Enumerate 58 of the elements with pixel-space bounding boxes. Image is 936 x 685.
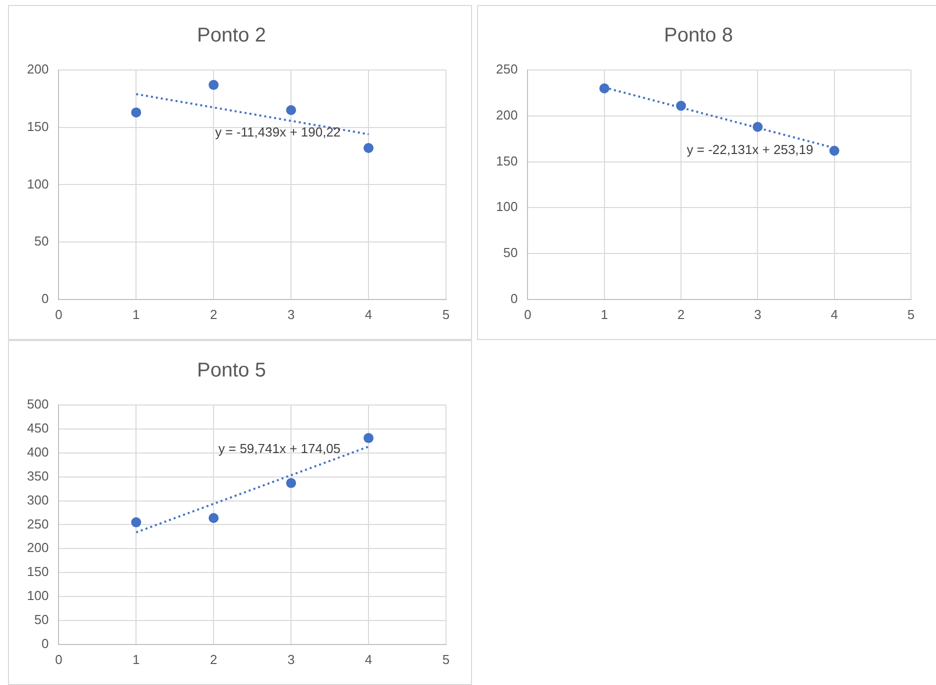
point (208, 512, 219, 523)
y-tick-label: 50 (503, 245, 518, 260)
y-tick-label: 100 (26, 176, 49, 192)
chart-title: Ponto 8 (664, 24, 733, 47)
y-tick-label: 150 (26, 564, 49, 580)
y-tick-label: 100 (26, 588, 49, 604)
x-tick-label: 3 (754, 306, 762, 322)
y-tick-label: 250 (26, 516, 49, 532)
y-tick-label: 200 (26, 62, 49, 77)
y-tick-label: 500 (26, 396, 49, 412)
x-tick-label: 1 (132, 652, 140, 667)
x-tick-label: 2 (210, 652, 218, 667)
y-tick-label: 50 (34, 234, 49, 249)
x-tick-label: 0 (55, 306, 62, 322)
x-tick-label: 0 (55, 652, 62, 667)
point (286, 105, 296, 116)
chart-title: Ponto 2 (197, 24, 266, 47)
point (364, 433, 374, 444)
x-tick-label: 5 (442, 652, 450, 667)
point (752, 122, 763, 132)
point (676, 100, 686, 111)
y-tick-label: 0 (41, 636, 49, 651)
x-tick-label: 2 (677, 306, 685, 322)
x-tick-label: 5 (907, 306, 915, 322)
y-tick-label: 150 (496, 153, 518, 168)
point (829, 146, 840, 156)
x-tick-label: 0 (524, 306, 532, 322)
x-tick-label: 1 (600, 306, 608, 322)
y-tick-label: 0 (41, 290, 49, 306)
y-tick-label: 350 (26, 468, 49, 484)
x-tick-label: 4 (830, 306, 838, 322)
x-tick-label: 1 (132, 306, 140, 322)
y-tick-label: 100 (496, 199, 518, 214)
x-tick-label: 3 (287, 306, 295, 322)
x-tick-label: 5 (442, 306, 450, 322)
y-tick-label: 200 (26, 540, 49, 556)
y-tick-label: 200 (496, 107, 518, 122)
x-tick-label: 2 (210, 306, 218, 322)
point (208, 80, 219, 90)
y-tick-label: 450 (26, 420, 49, 436)
annotation: y = -11,439x + 190,22 (215, 124, 341, 140)
y-tick-label: 400 (26, 444, 49, 460)
y-tick-label: 250 (496, 62, 518, 77)
point (599, 83, 610, 94)
point (364, 142, 374, 153)
y-tick-label: 0 (510, 290, 518, 306)
point (131, 107, 142, 118)
annotation: y = -22,131x + 253,19 (686, 142, 814, 157)
annotation: y = 59,741x + 174,05 (218, 440, 341, 456)
x-tick-label: 3 (287, 652, 295, 667)
x-tick-label: 4 (364, 306, 372, 322)
y-tick-label: 150 (26, 118, 49, 134)
chart-title: Ponto 5 (197, 360, 266, 382)
y-tick-label: 300 (26, 492, 49, 508)
point (131, 517, 142, 528)
x-tick-label: 4 (364, 652, 372, 667)
point (286, 478, 296, 488)
y-tick-label: 50 (34, 612, 49, 628)
